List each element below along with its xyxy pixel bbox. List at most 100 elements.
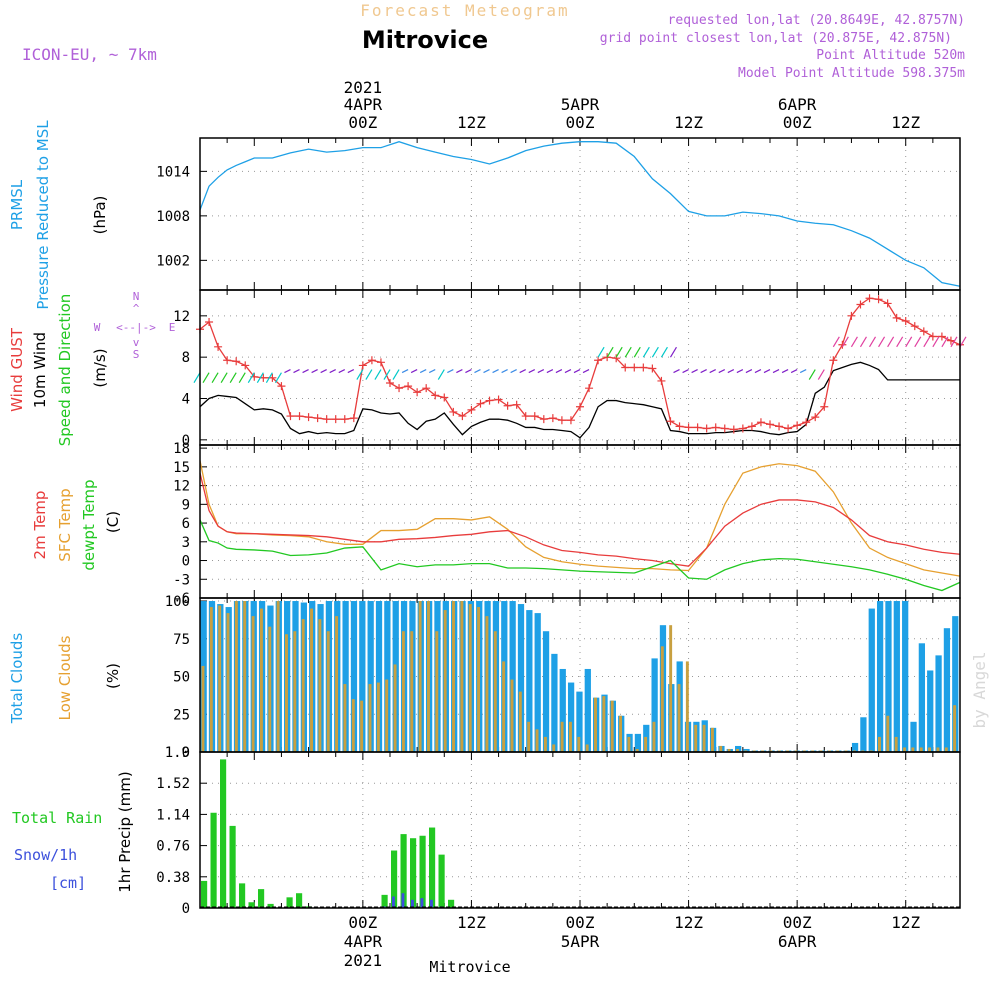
low-cloud-bar (493, 631, 497, 752)
snow-bar (411, 899, 414, 908)
temp-label-2: SFC Temp (56, 488, 74, 561)
low-cloud-bar (602, 696, 606, 752)
low-cloud-bar (360, 700, 364, 752)
wind-arrow (832, 336, 840, 348)
bottom-year-label: 2021 (344, 951, 383, 970)
pressure-ytick-label: 1002 (156, 253, 190, 269)
wind-gust-line-marker (214, 342, 223, 351)
temp-ytick-label: 15 (173, 460, 190, 476)
low-cloud-bar (468, 604, 472, 752)
low-cloud-bar (460, 601, 464, 752)
rain-bar (267, 903, 274, 908)
low-cloud-bar (819, 750, 823, 752)
cloud-label-2: Low Clouds (56, 635, 74, 720)
top-hour-label: 00Z (783, 113, 812, 132)
low-cloud-bar (585, 744, 589, 752)
top-date-label: 6APR (778, 95, 817, 114)
wind-gust-line-marker (603, 353, 612, 362)
wind-arrow (456, 369, 463, 374)
total-cloud-bar (651, 658, 658, 752)
low-cloud-bar (226, 613, 230, 752)
wind-gust-line-marker (530, 412, 539, 421)
rain-bar (419, 835, 426, 908)
low-cloud-bar (209, 607, 213, 752)
total-cloud-bar (559, 668, 566, 752)
temp-ytick-label: -6 (173, 591, 190, 607)
bottom-hour-label: 00Z (566, 913, 595, 932)
watermark: by Angel (970, 651, 989, 728)
wind-arrow (669, 346, 677, 358)
wind-gust-line-marker (404, 382, 413, 391)
sfc-temp-line (199, 460, 961, 577)
low-cloud-bar (527, 721, 531, 752)
low-cloud-bar (919, 747, 923, 752)
wind-arrow (799, 369, 807, 374)
low-cloud-bar (619, 715, 623, 752)
wind-panel: 0 4 8 12 (173, 290, 961, 449)
low-cloud-bar (685, 661, 689, 752)
top-hour-label: 00Z (566, 113, 595, 132)
wind-arrow (582, 369, 590, 374)
low-cloud-bar (577, 736, 581, 752)
wind-ytick-label: 12 (173, 309, 190, 325)
low-cloud-bar (510, 679, 514, 752)
wind-arrow (293, 369, 300, 374)
wind-arrow (841, 336, 849, 348)
total-cloud-bar (576, 691, 583, 752)
wind-gust-line-marker (322, 415, 331, 424)
total-cloud-bar (860, 717, 867, 752)
wind-gust-line-marker (648, 364, 657, 373)
wind-arrow (691, 369, 698, 374)
low-cloud-bar (928, 747, 932, 752)
low-cloud-bar (201, 665, 205, 752)
wind-gust-line-marker (684, 423, 693, 432)
compass-s: S (133, 348, 140, 361)
wind-gust-line-marker (766, 420, 774, 429)
low-cloud-bar (694, 724, 698, 752)
wind-gust-line-marker (874, 295, 883, 304)
wind-gust-line-marker (693, 423, 702, 432)
wind-gust-line-marker (784, 424, 793, 433)
wind-gust-line-marker (232, 357, 241, 366)
total-cloud-bar (567, 682, 575, 752)
precip-ytick-label: 0.76 (156, 839, 190, 855)
gridpoint-coords: grid point closest lon,lat (20.875E, 42.… (600, 31, 952, 46)
wind-gust-line-marker (376, 358, 385, 367)
precip-frame (199, 751, 961, 909)
wind-arrow (202, 372, 210, 383)
panels: 10021008101404812-6-30369121518025507510… (156, 137, 967, 917)
total-cloud-bar (375, 601, 383, 752)
wind-arrow (772, 369, 780, 374)
wind-gust-line-marker (630, 363, 639, 372)
wind-gust-line-marker (476, 399, 485, 408)
low-cloud-bar (543, 736, 547, 752)
wind-label-3: Speed and Direction (56, 294, 74, 447)
wind-arrow (374, 369, 382, 380)
pressure-frame (199, 137, 961, 291)
bottom-date-label: 5APR (561, 932, 600, 951)
low-cloud-bar (218, 605, 222, 752)
wind-gust-line-marker (639, 363, 648, 372)
wind-gust-line-marker (521, 412, 530, 421)
wind-labels: Wind GUST 10m Wind Speed and Direction (… (8, 290, 175, 446)
wind-arrow (633, 346, 641, 358)
cloud-unit: (%) (104, 663, 122, 689)
wind-label-2: 10m Wind (31, 332, 49, 408)
pressure-unit: (hPa) (91, 196, 109, 235)
cloud-labels: Total Clouds Low Clouds (%) (8, 633, 122, 725)
low-cloud-bar (644, 736, 648, 752)
wind-gust-line-marker (720, 424, 729, 433)
wind-arrow (302, 369, 309, 374)
wind-gust-line-marker (331, 415, 340, 424)
wind-arrow (878, 336, 886, 348)
wind-arrow (959, 336, 967, 348)
wind-arrow (642, 346, 650, 358)
total-cloud-bar (517, 604, 525, 752)
bottom-hour-label: 00Z (348, 913, 377, 932)
rain-bar (391, 850, 398, 908)
wind-arrow (247, 372, 255, 383)
rain-bar (400, 834, 407, 908)
low-cloud-bar (610, 700, 614, 752)
wind-gust-line-marker (910, 322, 919, 331)
wind-arrow (356, 369, 364, 380)
